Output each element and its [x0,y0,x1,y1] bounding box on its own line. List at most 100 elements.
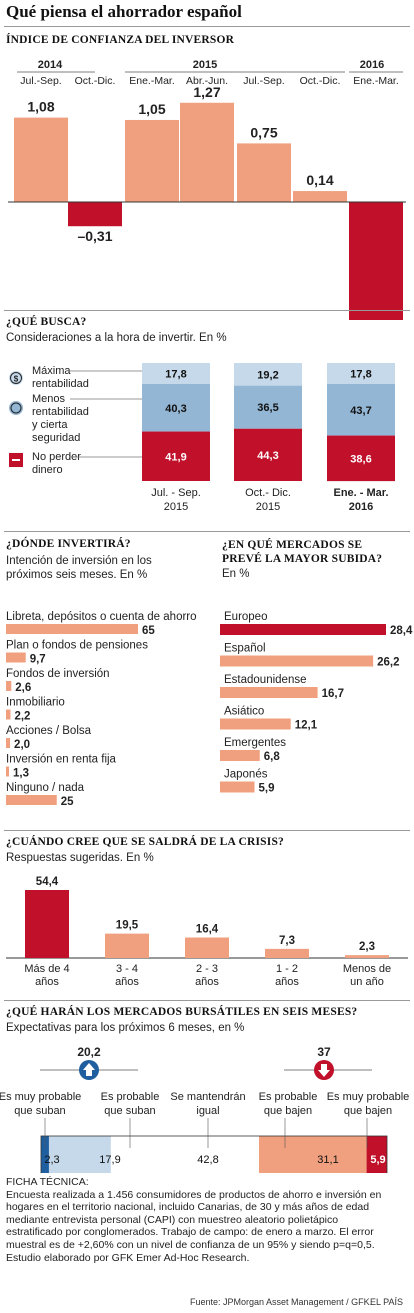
mercados-heading-line: PREVÉ LA MAYOR SUBIDA? [222,553,383,565]
ficha-line: hogares en el territorio nacional, inclu… [6,1201,370,1214]
crisis-category-label: años [275,976,299,988]
crisis-category-label: 2 - 3 [196,963,218,975]
invest-bar [6,681,12,691]
crisis-heading: ¿CUÁNDO CREE QUE SE SALDRÁ DE LA CRISIS? [6,836,284,848]
sentiment-segment [110,1136,259,1173]
column-label: 2015 [164,501,188,513]
column-label: 2015 [256,501,280,513]
piggy-bank-icon [9,401,23,415]
stack-segment [142,363,210,385]
sentiment-category-label: que suban [104,1105,155,1117]
down-total-label: 37 [317,1045,331,1059]
sentiment-category-label: Es probable [259,1091,318,1103]
stack-segment [327,384,395,436]
sentiment-category-label: que bajen [264,1105,312,1117]
market-bar [220,718,291,730]
title-divider [4,26,410,27]
invest-value-label: 1,3 [13,768,29,780]
money-bag-icon: $ [9,371,23,385]
stack-value-label: 36,5 [257,402,278,414]
confidence-bar [349,202,403,320]
sentiment-value-label: 42,8 [197,1154,218,1166]
ficha-line: estratificado por conglomerados. Trabajo… [6,1226,374,1239]
sentiment-value-label: 2,3 [44,1154,59,1166]
donde-heading: ¿DÓNDE INVERTIRÁ? [6,538,131,550]
sentiment-segment [258,1136,367,1173]
donde-chart: Libreta, depósitos o cuenta de ahorro 65 P… [6,611,197,808]
column-label: 2016 [349,501,373,513]
arrow-down-glyph [318,1064,330,1077]
crisis-bar [105,933,149,958]
confidence-value-label: –0,31 [77,228,112,244]
stack-segment [142,431,210,481]
sentiment-category-label: que bajen [344,1105,392,1117]
sentiment-category-label: Es muy probable [0,1091,81,1103]
legend-label: rentabilidad [32,406,89,418]
sentiment-category-label: Se mantendrán [170,1091,245,1103]
crisis-category-label: 3 - 4 [116,963,138,975]
crisis-bar [265,948,309,958]
legend-label: No perder [32,451,81,463]
market-value-label: 28,4 [390,625,413,637]
stack-value-label: 40,3 [165,403,186,415]
market-label: Español [224,643,266,655]
invest-value-label: 25 [61,796,74,808]
bursatiles-chart: 2,3 17,9 42,8 31,1 5,9 Es muy probable que sub… [0,1045,409,1173]
quarter-label: Jul.-Sep. [243,75,284,87]
invest-bar [6,709,11,720]
invest-label: Plan o fondos de pensiones [6,640,148,652]
invest-value-label: 9,7 [30,654,46,666]
crisis-value-label: 2,3 [359,941,375,953]
ficha-heading: FICHA TÉCNICA: [6,1176,89,1188]
que-busca-heading: ¿QUÉ BUSCA? [6,316,87,328]
confidence-bar [293,191,347,202]
legend-label: dinero [32,464,63,476]
invest-label: Fondos de inversión [6,668,110,680]
confidence-bar [14,117,68,202]
quarter-label: Abr.-Jun. [186,75,228,87]
source: Fuente: JPMorgan Asset Management / GFK. [190,1297,373,1307]
market-label: Asiático [224,706,264,718]
invest-value-label: 2,6 [15,682,31,694]
donde-subtitle-line: Intención de inversión en los [6,555,152,567]
divider-2 [4,531,410,532]
invest-label: Ninguno / nada [6,782,85,794]
crisis-category-label: Más de 4 [24,963,69,975]
sentiment-value-label: 5,9 [370,1154,385,1166]
divider-3 [4,830,410,831]
sentiment-segment [48,1136,111,1173]
crisis-value-label: 16,4 [196,924,219,936]
invest-bar [6,766,9,777]
quarter-label: Ene.-Mar. [353,75,399,87]
ficha-line: muestral es de +2,60% con un nivel de co… [6,1238,375,1251]
market-value-label: 5,9 [258,783,274,795]
confidence-value-label: 1,08 [27,99,54,115]
ficha-line: Estudio elaborado por GFK Emer Ad-Hoc Re… [6,1251,250,1264]
confidence-bar [237,143,291,202]
invest-value-label: 65 [142,625,155,637]
crisis-bar [25,890,69,958]
bursatiles-subtitle: Expectativas para los próximos 6 meses, … [6,1022,245,1034]
invest-label: Inversión en renta fija [6,754,117,766]
column-label: Ene. - Mar. [333,487,388,499]
stack-value-label: 17,8 [350,369,371,381]
sentiment-segment [41,1136,49,1173]
market-value-label: 26,2 [377,657,399,669]
market-bar [220,687,318,698]
legend-label: y cierta [32,419,68,431]
divider-4 [4,1000,410,1001]
divider-1 [4,310,410,311]
sentiment-segment [366,1136,387,1173]
svg-text:$: $ [14,375,19,384]
bursatiles-heading: ¿QUÉ HARÁN LOS MERCADOS BURSÁTILES EN SE… [6,1006,358,1018]
donde-subtitle: Intención de inversión en los próximos s… [6,554,152,582]
legend-label: Menos [32,393,66,405]
stack-value-label: 19,2 [257,369,278,381]
up-total-label: 20,2 [77,1045,101,1059]
legend-label: Máxima [32,365,71,377]
confidence-bar [180,102,234,202]
invest-bar [6,795,57,805]
crisis-category-label: Menos de [343,963,391,975]
mercados-subtitle: En % [222,568,250,580]
quarter-label: Oct.-Dic. [75,75,116,87]
